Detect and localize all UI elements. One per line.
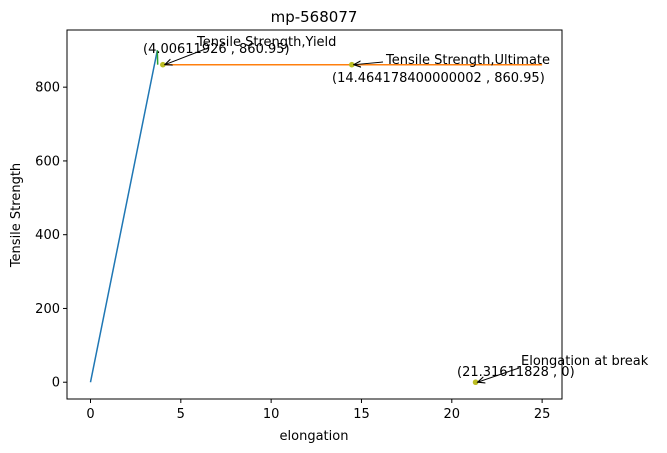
x-tick-label: 10 bbox=[263, 407, 280, 422]
series-line-0 bbox=[89, 50, 159, 383]
data-point-1 bbox=[348, 61, 355, 68]
y-axis: 0 200 400 600 800 bbox=[35, 81, 67, 391]
y-tick-label: 200 bbox=[35, 302, 60, 317]
annotation-arrow-0 bbox=[165, 47, 209, 65]
x-tick-label: 20 bbox=[444, 407, 461, 422]
annotation-label-2: Elongation at break bbox=[521, 354, 649, 369]
annotations: Tensile Strength,Yield(4.00611926 , 860.… bbox=[143, 35, 649, 382]
annotation-label-0: Tensile Strength,Yield bbox=[196, 35, 336, 50]
y-tick-label: 600 bbox=[35, 154, 60, 169]
x-tick-label: 25 bbox=[534, 407, 551, 422]
x-axis: 0 5 10 15 20 25 bbox=[86, 399, 550, 422]
y-tick-label: 400 bbox=[35, 228, 60, 243]
data-point-0 bbox=[160, 61, 166, 68]
annotation-coords-1: (14.464178400000002 , 860.95) bbox=[332, 71, 545, 86]
x-tick-label: 0 bbox=[86, 407, 94, 422]
x-tick-label: 15 bbox=[353, 407, 370, 422]
annotation-coords-2: (21.31611828 , 0) bbox=[457, 365, 575, 380]
plot-area bbox=[89, 50, 543, 386]
annotation-coords-0: (4.00611926 , 860.95) bbox=[143, 42, 290, 57]
chart-title: mp-568077 bbox=[271, 8, 358, 26]
y-tick-label: 800 bbox=[35, 81, 60, 96]
y-axis-label: Tensile Strength bbox=[9, 163, 24, 268]
annotation-label-1: Tensile Strength,Ultimate bbox=[385, 53, 550, 68]
annotation-arrow-1 bbox=[354, 62, 384, 65]
plot-frame bbox=[66, 29, 563, 400]
data-point-2 bbox=[472, 379, 479, 386]
x-tick-label: 5 bbox=[177, 407, 185, 422]
y-tick-label: 0 bbox=[52, 376, 60, 391]
x-axis-label: elongation bbox=[280, 429, 349, 444]
annotation-arrow-2 bbox=[478, 367, 520, 382]
